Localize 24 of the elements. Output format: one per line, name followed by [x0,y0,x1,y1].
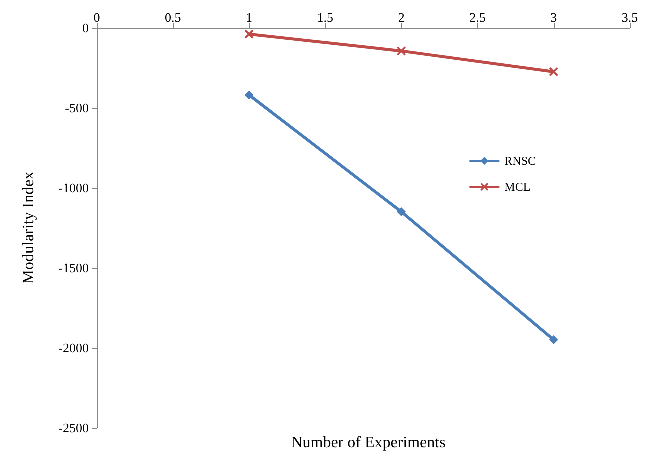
x-tick-label: 3 [550,10,558,25]
y-tick-label: -2000 [58,340,89,356]
x-tick-label: 1 [246,10,253,25]
legend-label: RNSC [504,154,536,168]
point [549,68,558,76]
point [397,46,406,56]
y-tick-label: -1500 [58,260,89,276]
x-tick-label: 0.5 [165,10,182,25]
point [244,90,254,100]
y-axis-title: Modularity Index [20,172,38,284]
point [397,208,406,216]
x-axis-title: Number of Experiments [291,434,446,452]
point [549,336,558,344]
y-tick-label: 0 [82,20,89,36]
x-tick-label: 3.5 [622,10,638,25]
x-tick-label: 1.5 [317,10,334,25]
y-tick-label: -1000 [58,180,89,196]
y-tick-label: -2500 [58,420,89,436]
x-tick-label: 2 [398,10,405,25]
legend-label: MCL [504,180,531,194]
x-tick-label: 2.5 [470,10,486,25]
y-tick-label: -500 [65,100,89,116]
point [244,30,254,39]
x-tick-label: 0 [94,10,100,25]
